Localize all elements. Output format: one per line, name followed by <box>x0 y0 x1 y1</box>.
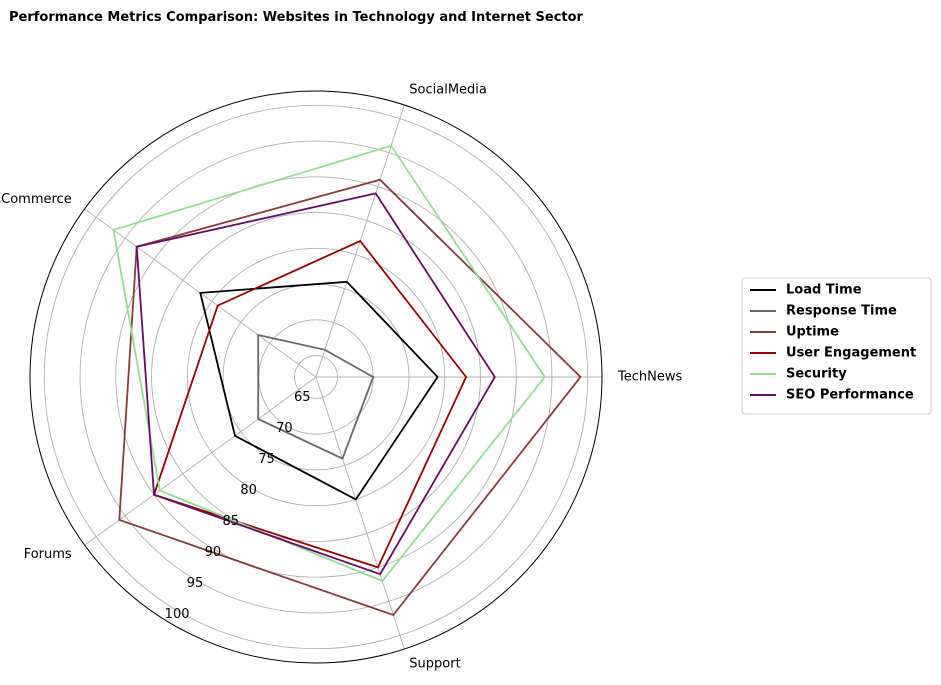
series-line <box>199 280 439 501</box>
legend-entry-label: SEO Performance <box>786 388 914 403</box>
category-label: SocialMedia <box>409 82 487 97</box>
legend: Load Time Response Time Uptime User Engagem… <box>741 277 932 415</box>
series-line <box>112 144 546 583</box>
radial-tick-label: 85 <box>223 514 240 529</box>
radial-tick-label: 95 <box>187 576 204 591</box>
polar-frame <box>29 90 603 664</box>
legend-entry-label: Uptime <box>786 325 839 340</box>
category-label: ECommerce <box>0 192 72 207</box>
radar-grid <box>29 90 603 664</box>
series-line <box>257 333 375 460</box>
legend-frame <box>741 277 932 415</box>
radial-tick-label: 80 <box>240 483 257 498</box>
radial-tick-label: 65 <box>294 390 311 405</box>
legend-entry-label: User Engagement <box>786 346 916 361</box>
series-line <box>118 178 582 617</box>
radar-labels: 65 70 75 80 85 90 95 100 TechNews SocialMedia ECom… <box>0 82 682 671</box>
category-label: Support <box>409 657 460 672</box>
legend-entry-label: Load Time <box>786 283 862 298</box>
radar-series <box>112 144 582 617</box>
radial-tick-label: 75 <box>258 452 275 467</box>
series-line <box>152 239 468 569</box>
radial-tick-label: 70 <box>276 421 293 436</box>
radial-tick-label: 90 <box>205 545 222 560</box>
grid-spoke <box>84 376 317 546</box>
grid-spoke <box>315 376 405 650</box>
chart-title: Performance Metrics Comparison: Websites… <box>9 10 584 25</box>
legend-entry-label: Security <box>786 367 847 382</box>
series-line <box>135 192 496 576</box>
category-label: Forums <box>24 547 72 562</box>
category-label: TechNews <box>617 370 682 385</box>
radial-tick-label: 100 <box>165 607 190 622</box>
legend-entry-label: Response Time <box>786 304 897 319</box>
